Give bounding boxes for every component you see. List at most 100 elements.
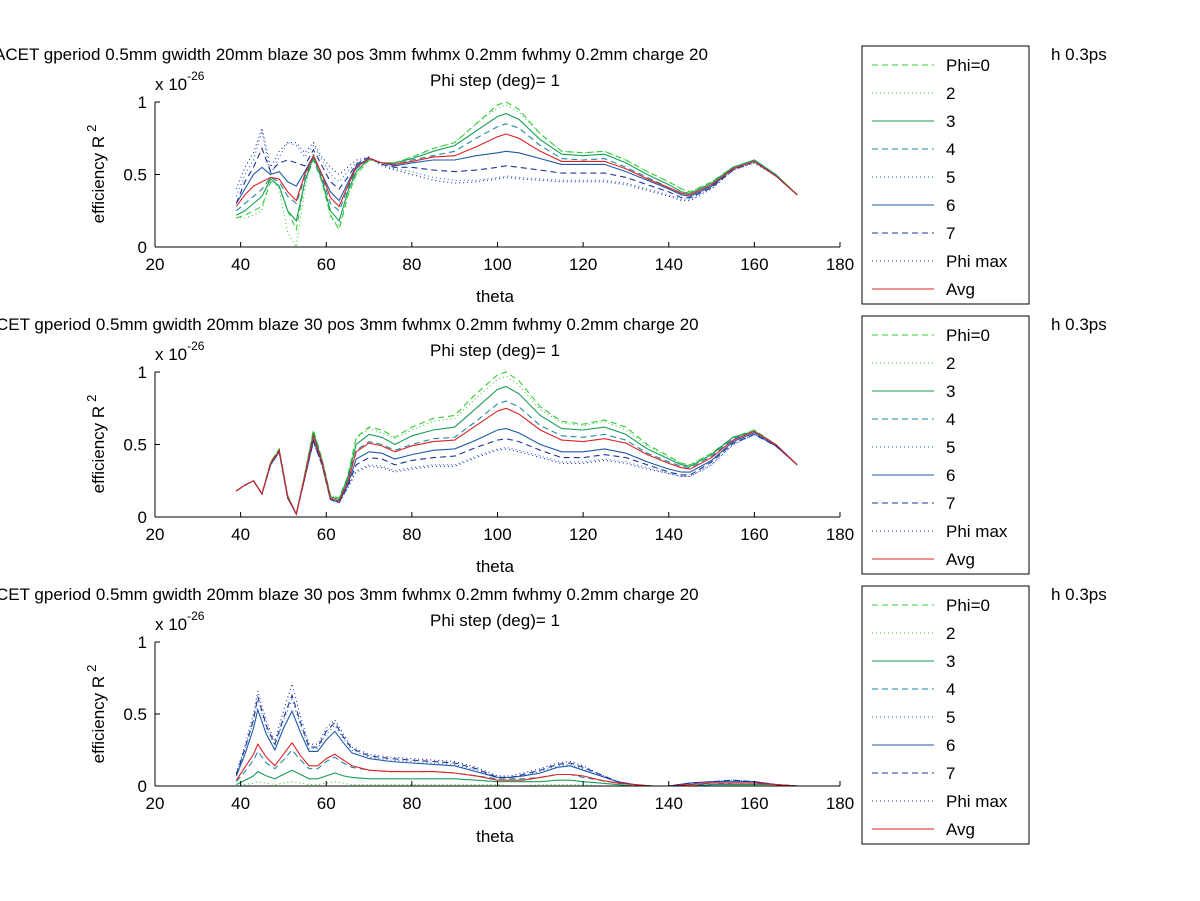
subplot-1-subtitle: Phi step (deg)= 1 [430, 71, 560, 90]
subplot-2-legend-box [861, 315, 1030, 575]
subplot-3-title: CET gperiod 0.5mm gwidth 20mm blaze 30 p… [0, 585, 699, 604]
subplot-1-series-line-5 [235, 130, 798, 200]
subplot-2: CET gperiod 0.5mm gwidth 20mm blaze 30 p… [0, 315, 1107, 576]
subplot-3-legend-label-2: 2 [946, 624, 955, 643]
subplot-2-series-line-4 [235, 400, 798, 516]
subplot-2-legend-label-3: 3 [946, 382, 955, 401]
subplot-2-series-group [235, 371, 798, 516]
subplot-3-legend-label-5: 5 [946, 708, 955, 727]
subplot-2-x-tick-label: 100 [483, 525, 511, 544]
subplot-1-legend-label-7: 7 [946, 224, 955, 243]
subplot-2-x-tick-label: 80 [402, 525, 421, 544]
subplot-3-exponent-base: x 10 [155, 615, 187, 634]
subplot-1-series-line-2 [236, 104, 798, 249]
subplot-3-series-line-5 [235, 697, 798, 787]
subplot-3-legend-label-4: 4 [946, 680, 955, 699]
subplot-3-y-tick-label: 1 [138, 633, 147, 652]
subplot-3-x-tick-label: 180 [826, 794, 854, 813]
subplot-3-legend-label-3: 3 [946, 652, 955, 671]
subplot-1-legend-label-5: 5 [946, 168, 955, 187]
subplot-2-y-axis-label-text: efficiency R [89, 406, 108, 494]
subplot-3-legend: Phi=0 2 3 4 5 6 7 Phi max Avg [861, 585, 1030, 845]
subplot-2-y-tick-label: 0.5 [123, 436, 147, 455]
subplot-1-exponent-power: -26 [187, 69, 205, 83]
subplot-1-x-tick-label: 40 [231, 255, 250, 274]
subplot-2-series-line-1 [235, 371, 798, 516]
subplot-2-x-tick-label: 20 [146, 525, 165, 544]
subplot-1-y-axis-label-text: efficiency R [89, 136, 108, 224]
subplot-2-exponent-power: -26 [187, 339, 205, 353]
subplot-1: ACET gperiod 0.5mm gwidth 20mm blaze 30 … [0, 45, 1107, 306]
subplot-1-series-line-8 [235, 126, 798, 202]
subplot-3-exponent: x 10-26 [155, 609, 205, 634]
subplot-1-series-line-9 [235, 133, 798, 208]
subplot-1-series-line-1 [236, 101, 798, 232]
subplot-2-x-tick-label: 180 [826, 525, 854, 544]
subplot-3-x-tick-label: 60 [317, 794, 336, 813]
subplot-2-legend-label-9: Avg [946, 550, 975, 569]
subplot-3-legend-label-6: 6 [946, 736, 955, 755]
subplot-1-y-axis-label-sup: 2 [84, 125, 99, 132]
subplot-1-x-tick-label: 180 [826, 255, 854, 274]
subplot-1-series-group [235, 101, 798, 249]
subplot-2-subtitle: Phi step (deg)= 1 [430, 341, 560, 360]
subplot-2-x-axis-label: theta [476, 557, 514, 576]
subplot-2-y-axis-label: efficiency R 2 [84, 395, 108, 494]
subplot-1-legend: Phi=0 2 3 4 5 6 7 Phi max Avg [861, 45, 1030, 305]
subplot-3-y-axis-label: efficiency R 2 [84, 665, 108, 764]
subplot-2-y-tick-label: 1 [138, 363, 147, 382]
subplot-3-y-tick-label: 0 [138, 777, 147, 796]
subplot-1-series-line-6 [235, 150, 798, 204]
subplot-1-x-tick-label: 120 [569, 255, 597, 274]
subplot-2-legend-label-7: 7 [946, 494, 955, 513]
subplot-1-x-tick-label: 80 [402, 255, 421, 274]
subplot-2-legend-label-1: Phi=0 [946, 326, 990, 345]
subplot-3-series-line-8 [235, 681, 798, 787]
subplot-2-legend-label-2: 2 [946, 354, 955, 373]
subplot-2-y-axis-label-sup: 2 [84, 395, 99, 402]
subplot-2-title: CET gperiod 0.5mm gwidth 20mm blaze 30 p… [0, 315, 699, 334]
subplot-1-legend-label-3: 3 [946, 112, 955, 131]
subplot-1-x-tick-label: 20 [146, 255, 165, 274]
subplot-3-legend-box [861, 585, 1030, 845]
subplot-3-x-tick-label: 120 [569, 794, 597, 813]
subplot-3-legend-label-9: Avg [946, 820, 975, 839]
subplot-3-y-axis-label-sup: 2 [84, 665, 99, 672]
subplot-2-series-line-9 [235, 407, 798, 516]
subplot-2-axes: 20 40 60 80 100 120 140 160 180 0 0.5 1 [123, 363, 854, 544]
subplot-2-x-tick-label: 60 [317, 525, 336, 544]
subplot-1-exponent-base: x 10 [155, 75, 187, 94]
subplot-3-title-tail: h 0.3ps [1051, 585, 1107, 604]
subplot-1-legend-label-6: 6 [946, 196, 955, 215]
subplot-2-legend-label-8: Phi max [946, 522, 1008, 541]
subplot-3-series-line-7 [235, 693, 798, 787]
subplot-1-series-line-3 [236, 113, 798, 223]
subplot-1-title: ACET gperiod 0.5mm gwidth 20mm blaze 30 … [0, 45, 708, 64]
subplot-3-y-tick-label: 0.5 [123, 705, 147, 724]
subplot-2-exponent-base: x 10 [155, 345, 187, 364]
subplot-1-x-tick-label: 160 [740, 255, 768, 274]
subplot-1-series-line-7 [235, 146, 798, 204]
subplot-3-x-tick-label: 40 [231, 794, 250, 813]
subplot-1-y-axis-label: efficiency R 2 [84, 125, 108, 224]
subplot-1-y-tick-label: 0.5 [123, 166, 147, 185]
subplot-3-exponent-power: -26 [187, 609, 205, 623]
subplot-1-legend-box [861, 45, 1030, 305]
subplot-1-x-tick-label: 60 [317, 255, 336, 274]
subplot-3-x-tick-label: 100 [483, 794, 511, 813]
subplot-1-legend-label-2: 2 [946, 84, 955, 103]
subplot-1-y-tick-label: 1 [138, 93, 147, 112]
subplot-3-subtitle: Phi step (deg)= 1 [430, 611, 560, 630]
subplot-3-x-tick-label: 20 [146, 794, 165, 813]
subplot-3-legend-label-8: Phi max [946, 792, 1008, 811]
subplot-1-title-tail: h 0.3ps [1051, 45, 1107, 64]
subplot-3-x-axis-label: theta [476, 827, 514, 846]
subplot-3-x-tick-label: 160 [740, 794, 768, 813]
subplot-3: CET gperiod 0.5mm gwidth 20mm blaze 30 p… [0, 585, 1107, 846]
subplot-3-legend-label-1: Phi=0 [946, 596, 990, 615]
subplot-1-legend-label-4: 4 [946, 140, 955, 159]
subplot-3-x-tick-label: 80 [402, 794, 421, 813]
subplot-1-legend-label-1: Phi=0 [946, 56, 990, 75]
subplot-1-legend-label-9: Avg [946, 280, 975, 299]
